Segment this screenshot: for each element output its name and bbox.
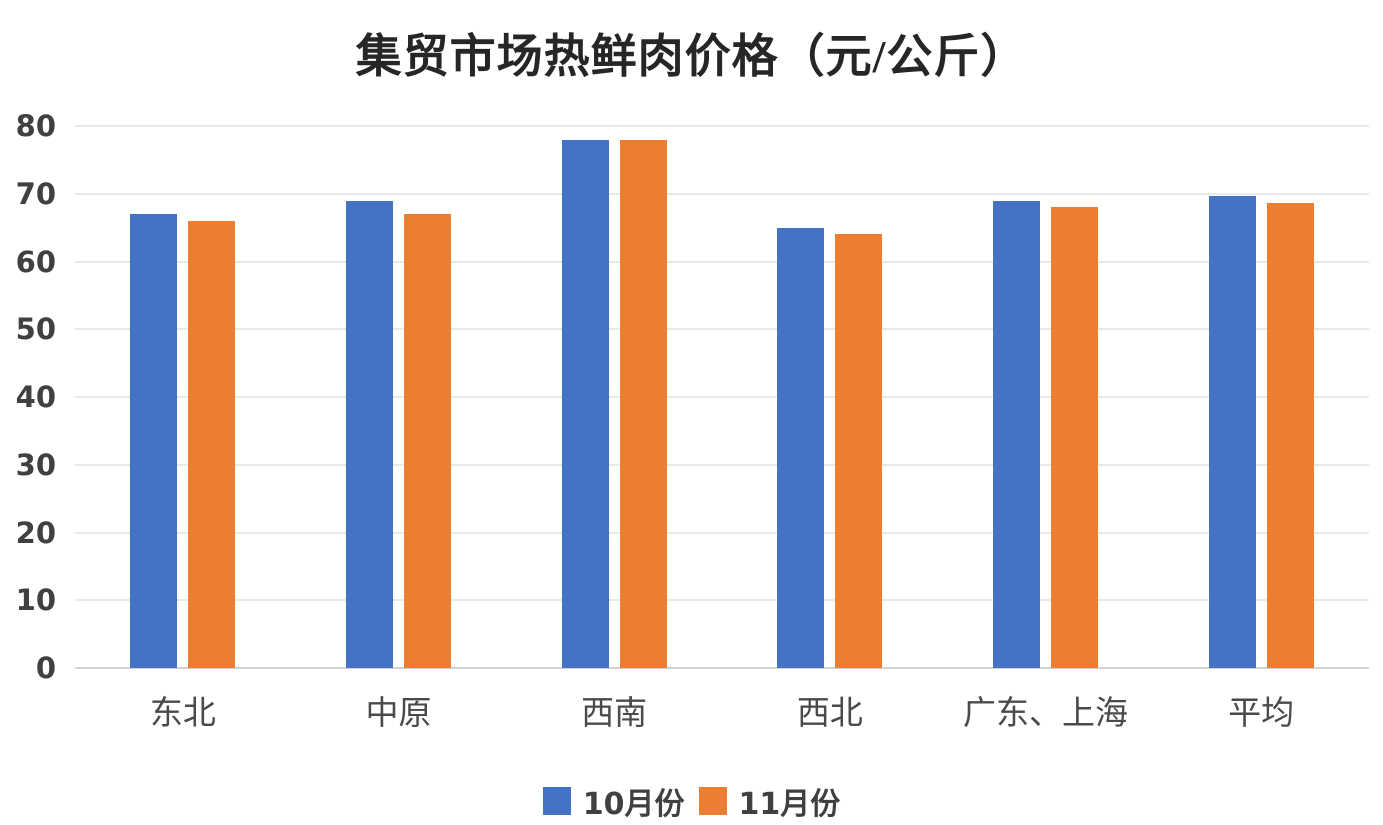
bar-group-1 xyxy=(291,126,507,668)
bar-series0-cat5 xyxy=(1208,196,1256,668)
bar-series1-cat3 xyxy=(835,234,883,668)
gridline-70 xyxy=(75,192,1369,195)
bar-series0-cat1 xyxy=(345,200,393,668)
x-category-label-5: 平均 xyxy=(1228,696,1295,732)
chart-title: 集贸市场热鲜肉价格（元/公斤） xyxy=(355,31,1028,82)
gridline-30 xyxy=(75,463,1369,466)
bar-series1-cat5 xyxy=(1266,203,1314,668)
gridline-40 xyxy=(75,396,1369,398)
legend-item-1: 11月份 xyxy=(698,779,841,823)
gridline-80 xyxy=(75,125,1369,127)
bar-series0-cat2 xyxy=(561,139,609,668)
gridline-20 xyxy=(75,531,1369,534)
legend-item-0: 10月份 xyxy=(542,779,685,823)
bar-group-2 xyxy=(506,126,722,668)
y-tick-label-80: 80 xyxy=(15,109,56,143)
bar-group-5 xyxy=(1153,126,1369,668)
gridline-60 xyxy=(75,260,1369,263)
legend-label-0: 10月份 xyxy=(582,787,685,822)
y-tick-label-50: 50 xyxy=(15,312,56,347)
y-tick-label-0: 0 xyxy=(35,651,56,685)
plot-area xyxy=(75,125,1369,669)
y-tick-label-30: 30 xyxy=(15,447,56,482)
bar-series0-cat4 xyxy=(992,200,1040,668)
x-category-label-1: 中原 xyxy=(365,696,432,732)
legend: 10月份 11月份 xyxy=(0,779,1383,823)
bar-series0-cat3 xyxy=(777,227,825,668)
bar-series1-cat4 xyxy=(1050,207,1098,668)
gridline-50 xyxy=(75,328,1369,331)
bar-group-0 xyxy=(75,126,291,668)
x-category-label-2: 西南 xyxy=(581,696,648,732)
y-tick-label-60: 60 xyxy=(15,244,56,279)
bar-series1-cat1 xyxy=(403,214,451,668)
x-axis-line xyxy=(75,667,1369,669)
gridline-10 xyxy=(75,599,1369,602)
bar-group-4 xyxy=(938,126,1154,668)
legend-swatch-0 xyxy=(542,787,571,815)
y-tick-label-20: 20 xyxy=(15,515,56,550)
bar-series1-cat0 xyxy=(188,220,236,668)
x-category-label-4: 广东、上海 xyxy=(962,696,1128,732)
legend-swatch-1 xyxy=(698,787,727,815)
bar-series1-cat2 xyxy=(619,139,667,668)
x-category-label-3: 西北 xyxy=(796,696,863,732)
legend-label-1: 11月份 xyxy=(738,787,841,822)
y-tick-label-10: 10 xyxy=(15,583,56,618)
bar-group-3 xyxy=(722,126,938,668)
y-tick-label-40: 40 xyxy=(15,380,56,414)
bar-series0-cat0 xyxy=(130,214,178,668)
y-tick-label-70: 70 xyxy=(15,176,56,211)
x-category-label-0: 东北 xyxy=(149,696,216,732)
